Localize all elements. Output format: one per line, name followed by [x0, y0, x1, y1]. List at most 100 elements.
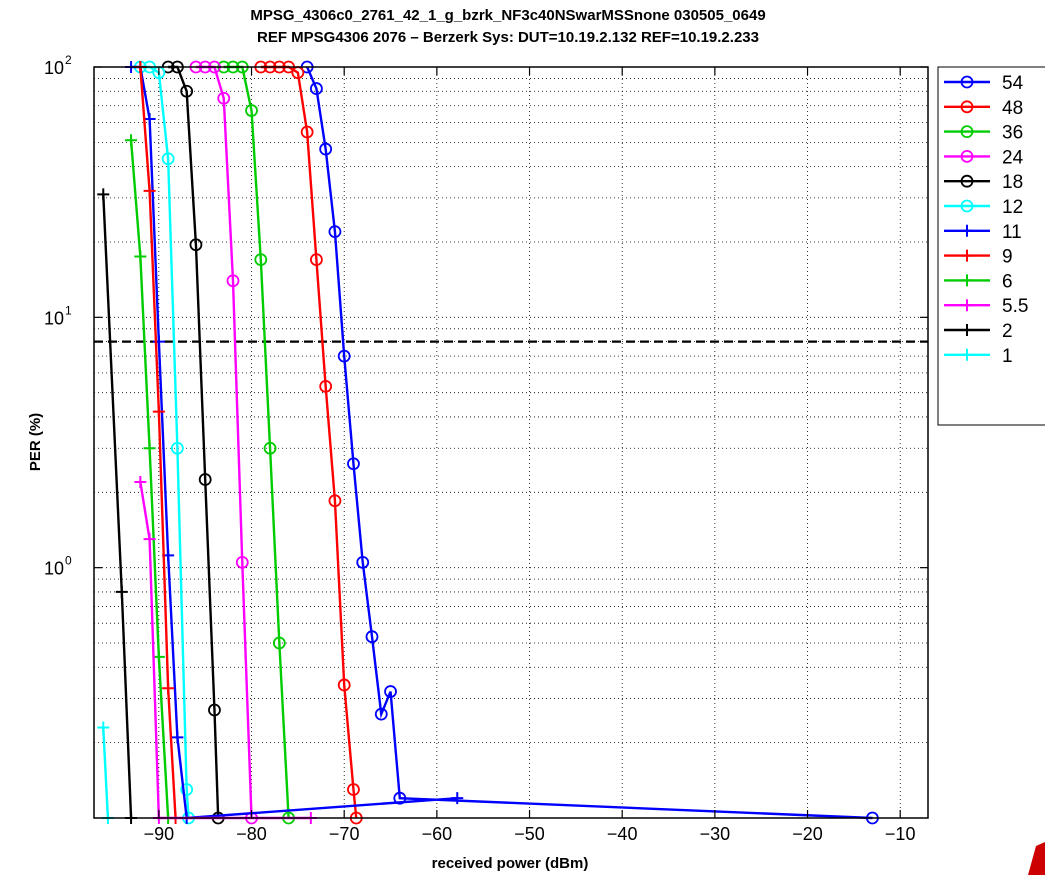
y-tick-label: 10: [44, 58, 64, 78]
y-tick-exponent: 0: [65, 554, 72, 568]
series-line: [306, 66, 873, 820]
data-point: [143, 184, 156, 197]
data-point: [272, 636, 286, 650]
grid-lines: [94, 67, 928, 818]
x-tick-label: −30: [700, 824, 731, 844]
y-tick-label: 10: [44, 559, 64, 579]
data-point: [328, 225, 342, 239]
data-point: [152, 405, 165, 418]
data-point: [143, 533, 156, 546]
data-point: [300, 125, 314, 139]
legend-label: 54: [1002, 73, 1024, 94]
legend-label: 1: [1002, 346, 1013, 367]
data-point: [374, 707, 388, 721]
data-point: [328, 494, 342, 508]
chart-title-line-2: REF MPSG4306 2076 – Berzerk Sys: DUT=10.…: [257, 29, 759, 46]
legend-entry: 48: [944, 98, 1023, 119]
legend-marker: [960, 149, 974, 163]
legend-entry: 6: [944, 271, 1013, 292]
data-point: [319, 379, 333, 393]
data-point: [347, 457, 360, 471]
plot-frame: [93, 66, 929, 819]
legend-entry: 11: [944, 222, 1022, 243]
x-tick-label: −70: [329, 824, 360, 844]
series-54: [300, 60, 879, 825]
x-tick-label: −80: [236, 824, 267, 844]
data-point: [337, 678, 351, 692]
y-tick-label: 10: [44, 308, 64, 328]
data-point: [152, 650, 165, 663]
chart-title-line-1: MPSG_4306c0_2761_42_1_g_bzrk_NF3c40NSwar…: [250, 7, 765, 24]
legend-entry: 36: [944, 123, 1023, 144]
legend-items: 54 48 36 24 18 12 11 9 6 5.5 2 1: [944, 73, 1028, 367]
data-point: [235, 555, 249, 569]
x-axis-label: received power (dBm): [432, 855, 589, 872]
legend-box: [937, 66, 1045, 426]
legend-entry: 24: [944, 147, 1024, 168]
legend-marker: [960, 199, 974, 213]
series-line: [102, 727, 110, 819]
plot-background: [94, 67, 928, 818]
data-point: [217, 91, 231, 105]
plot-area: [93, 60, 929, 825]
legend-marker: [961, 299, 973, 312]
data-point: [97, 721, 110, 734]
legend-marker: [961, 274, 973, 287]
x-tick-label: −60: [422, 824, 453, 844]
data-point: [347, 783, 360, 796]
legend-entry: 2: [944, 321, 1013, 342]
data-point: [226, 274, 240, 288]
data-point: [125, 134, 138, 147]
data-point: [451, 792, 464, 805]
data-point: [309, 253, 323, 267]
legend-label: 2: [1002, 321, 1013, 342]
legend-marker: [961, 249, 973, 262]
legend-marker: [961, 224, 973, 237]
legend-marker: [960, 100, 974, 114]
data-point: [134, 475, 147, 488]
legend-label: 12: [1002, 197, 1023, 218]
legend-label: 18: [1002, 172, 1023, 193]
x-tick-label: −20: [792, 824, 823, 844]
legend-marker: [961, 324, 973, 336]
data-point: [393, 791, 407, 805]
data-point: [171, 731, 184, 744]
data-point: [143, 442, 156, 455]
data-point: [143, 112, 156, 125]
brand-logo-fragment: [1028, 842, 1045, 875]
legend-marker: [961, 348, 973, 361]
x-tick-label: −50: [514, 824, 545, 844]
y-axis-label: PER (%): [27, 413, 44, 471]
legend-marker: [960, 75, 974, 89]
legend-entry: 5.5: [944, 296, 1028, 317]
data-point: [180, 783, 194, 796]
data-point: [208, 703, 221, 717]
legend-label: 6: [1002, 271, 1013, 292]
data-point: [115, 585, 128, 598]
data-point: [337, 349, 351, 363]
data-point: [245, 104, 258, 117]
data-point: [180, 84, 194, 98]
legend: 54 48 36 24 18 12 11 9 6 5.5 2 1: [937, 66, 1045, 426]
data-point: [319, 142, 333, 156]
legend-entry: 1: [944, 346, 1013, 367]
x-tick-label: −40: [607, 824, 638, 844]
legend-label: 24: [1002, 147, 1024, 168]
legend-marker: [960, 174, 974, 188]
legend-label: 36: [1002, 123, 1023, 144]
data-point: [162, 682, 175, 695]
legend-entry: 9: [944, 247, 1013, 268]
legend-entry: 12: [944, 197, 1023, 218]
data-point: [365, 630, 379, 644]
data-point: [309, 82, 323, 95]
legend-entry: 18: [944, 172, 1023, 193]
legend-marker: [960, 125, 974, 139]
data-point: [263, 441, 277, 455]
data-point: [384, 685, 397, 698]
legend-label: 9: [1002, 247, 1013, 268]
x-axis-ticks: −90 −80 −70 −60 −50 −40 −30 −20 −10: [144, 67, 915, 844]
legend-label: 11: [1002, 222, 1022, 243]
data-point: [356, 555, 370, 569]
legend-label: 5.5: [1002, 296, 1028, 317]
